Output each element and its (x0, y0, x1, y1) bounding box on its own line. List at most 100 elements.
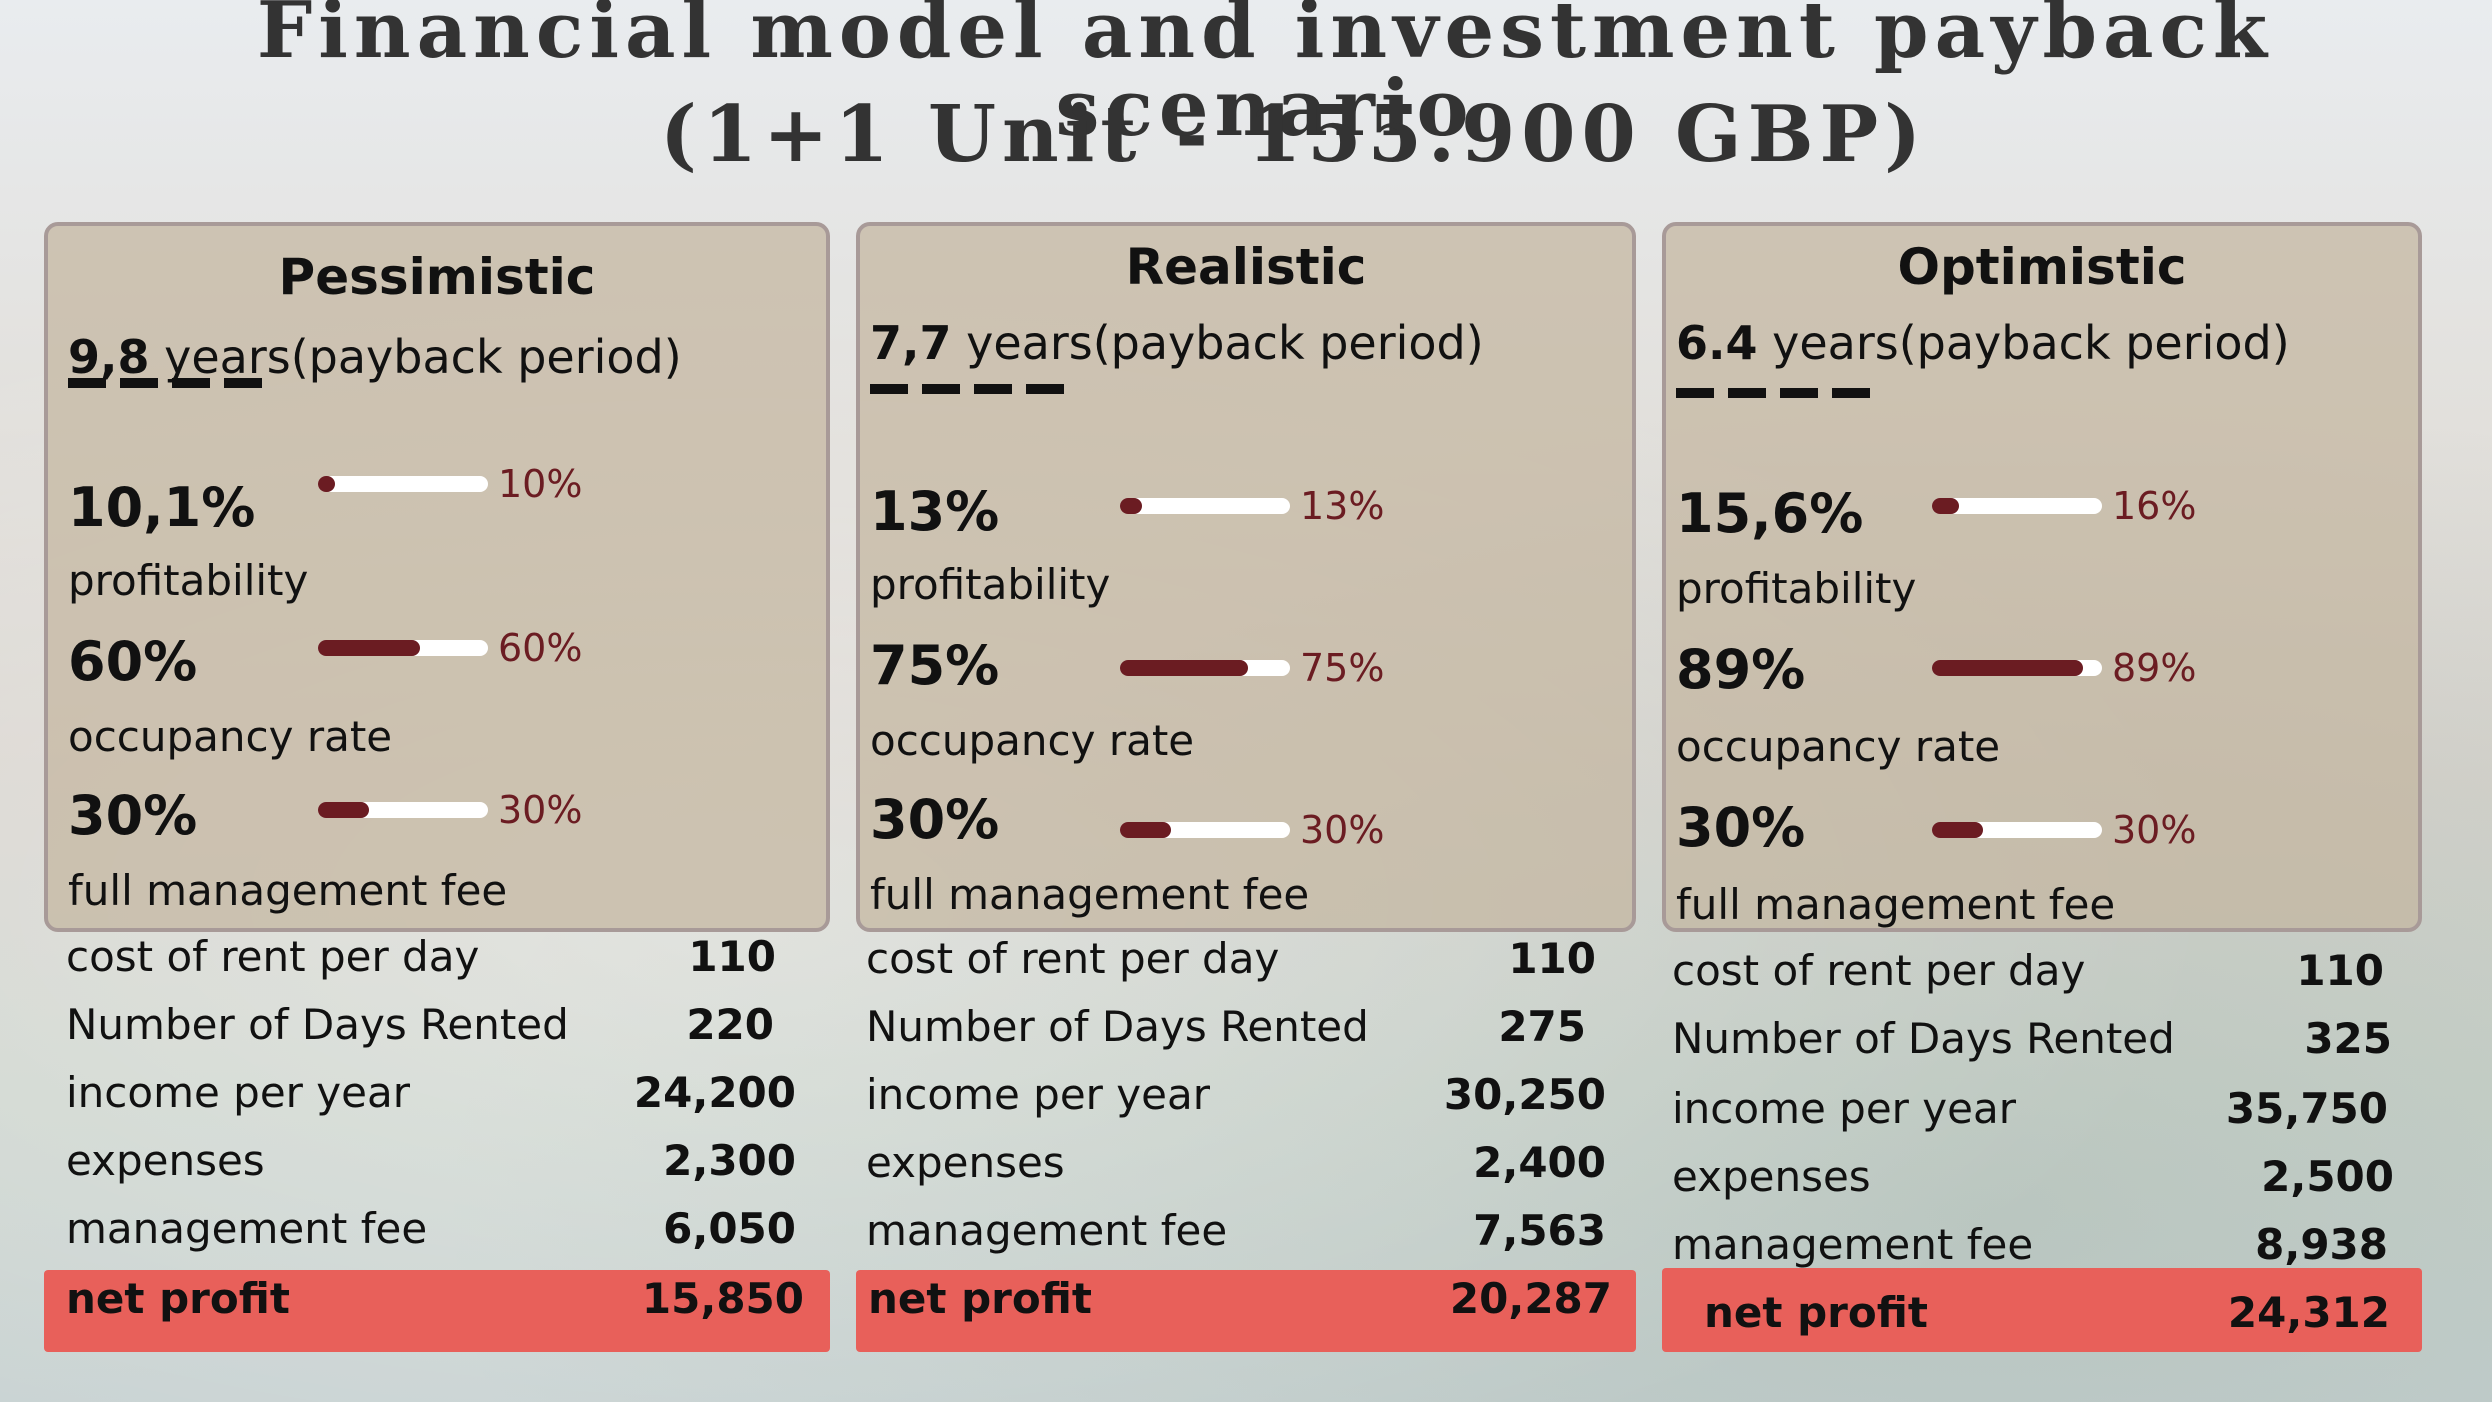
occupancy-bar-label: 60% (498, 626, 583, 670)
table-row-label: income per year (66, 1068, 410, 1117)
payback-value: 7,7 (870, 316, 952, 370)
occupancy-label: occupancy rate (870, 716, 1195, 765)
table-row-label: income per year (1672, 1084, 2016, 1133)
occupancy-bar (318, 640, 488, 656)
table-row-value: 7,563 (1473, 1206, 1606, 1255)
management-label: full management fee (68, 866, 508, 915)
table-row-value: 220 (686, 1000, 774, 1049)
table-row-label: cost of rent per day (866, 934, 1280, 983)
table-row-label: income per year (866, 1070, 1210, 1119)
profitability-bar (318, 476, 488, 492)
management-bar-label: 30% (1300, 808, 1385, 852)
table-row-value: 24,200 (633, 1068, 796, 1117)
occupancy-bar (1120, 660, 1290, 676)
bar-fill (1120, 660, 1248, 676)
table-row-value: 6,050 (663, 1204, 796, 1253)
profitability-value: 10,1% (68, 476, 256, 539)
table-row-label: management fee (1672, 1220, 2034, 1269)
scenario-card-optimistic: Optimistic 6.4 years(payback period) 15,… (1662, 222, 2422, 932)
management-bar (318, 802, 488, 818)
management-bar-label: 30% (2112, 808, 2197, 852)
table-row-value: 110 (688, 932, 776, 981)
table-row-value: 2,300 (663, 1136, 796, 1185)
scenario-title: Optimistic (1897, 238, 2187, 296)
payback-dashes (68, 378, 268, 388)
profitability-label: profitability (870, 560, 1111, 609)
net-profit-value: 24,312 (2227, 1288, 2390, 1337)
payback-period: 7,7 years(payback period) (870, 316, 1484, 370)
scenario-title: Realistic (1125, 238, 1367, 296)
table-row-value: 2,500 (2261, 1152, 2394, 1201)
occupancy-label: occupancy rate (68, 712, 393, 761)
bar-fill (318, 802, 369, 818)
table-row-label: Number of Days Rented (1672, 1014, 2175, 1063)
table-row-label: management fee (866, 1206, 1228, 1255)
profitability-bar-label: 13% (1300, 484, 1385, 528)
payback-text: years(payback period) (149, 330, 682, 384)
management-value: 30% (870, 788, 1000, 851)
table-row-value: 325 (2304, 1014, 2392, 1063)
bar-fill (1120, 822, 1171, 838)
net-profit-label: net profit (66, 1274, 290, 1323)
occupancy-bar-label: 75% (1300, 646, 1385, 690)
table-row-value: 110 (2296, 946, 2384, 995)
bar-fill (1120, 498, 1142, 514)
net-profit-label: net profit (868, 1274, 1092, 1323)
management-bar (1120, 822, 1290, 838)
net-profit-value: 15,850 (641, 1274, 804, 1323)
payback-period: 9,8 years(payback period) (68, 330, 682, 384)
net-profit-row: net profit 24,312 (1662, 1268, 2422, 1352)
bar-fill (318, 640, 420, 656)
payback-dashes (1676, 388, 1876, 398)
bar-fill (1932, 660, 2083, 676)
table-row-value: 8,938 (2255, 1220, 2388, 1269)
table-row-value: 2,400 (1473, 1138, 1606, 1187)
profitability-bar-label: 16% (2112, 484, 2197, 528)
profitability-value: 13% (870, 480, 1000, 543)
management-bar-label: 30% (498, 788, 583, 832)
payback-value: 9,8 (68, 330, 150, 384)
occupancy-bar-label: 89% (2112, 646, 2197, 690)
table-row-value: 110 (1508, 934, 1596, 983)
table-row-label: expenses (1672, 1152, 1871, 1201)
net-profit-value: 20,287 (1449, 1274, 1612, 1323)
bar-fill (1932, 498, 1959, 514)
net-profit-label: net profit (1704, 1288, 1928, 1337)
profitability-bar (1120, 498, 1290, 514)
profitability-bar (1932, 498, 2102, 514)
bar-fill (318, 476, 335, 492)
profitability-value: 15,6% (1676, 482, 1864, 545)
table-row-label: Number of Days Rented (866, 1002, 1369, 1051)
net-profit-row: net profit 20,287 (856, 1270, 1636, 1352)
profitability-bar-label: 10% (498, 462, 583, 506)
payback-text: years(payback period) (1757, 316, 2290, 370)
table-row-label: cost of rent per day (66, 932, 480, 981)
occupancy-value: 75% (870, 634, 1000, 697)
management-label: full management fee (870, 870, 1310, 919)
title-line-2: (1+1 Unit - 155.900 GBP) (660, 89, 1928, 180)
payback-dashes (870, 384, 1070, 394)
occupancy-value: 60% (68, 630, 198, 693)
table-row-label: Number of Days Rented (66, 1000, 569, 1049)
scenario-title: Pessimistic (278, 248, 596, 306)
management-value: 30% (68, 784, 198, 847)
table-row-value: 275 (1498, 1002, 1586, 1051)
title-line-1: Financial model and investment payback s… (256, 0, 2274, 154)
scenario-card-pessimistic: Pessimistic 9,8 years(payback period) 10… (44, 222, 830, 932)
management-value: 30% (1676, 796, 1806, 859)
management-label: full management fee (1676, 880, 2116, 929)
table-row-value: 30,250 (1443, 1070, 1606, 1119)
occupancy-bar (1932, 660, 2102, 676)
bar-fill (1932, 822, 1983, 838)
occupancy-value: 89% (1676, 638, 1806, 701)
table-row-label: management fee (66, 1204, 428, 1253)
table-row-label: cost of rent per day (1672, 946, 2086, 995)
payback-period: 6.4 years(payback period) (1676, 316, 2290, 370)
net-profit-row: net profit 15,850 (44, 1270, 830, 1352)
payback-text: years(payback period) (951, 316, 1484, 370)
table-row-label: expenses (66, 1136, 265, 1185)
table-row-value: 35,750 (2225, 1084, 2388, 1133)
payback-value: 6.4 (1676, 316, 1758, 370)
occupancy-label: occupancy rate (1676, 722, 2001, 771)
management-bar (1932, 822, 2102, 838)
